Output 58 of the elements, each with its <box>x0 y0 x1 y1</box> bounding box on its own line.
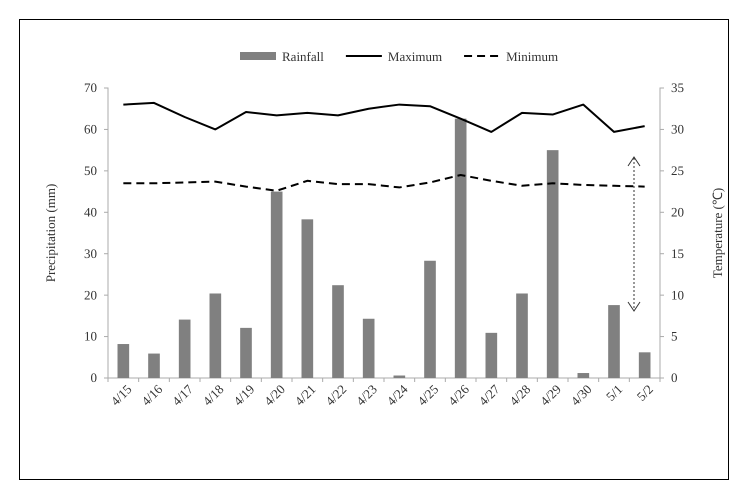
y2-tick-label: 20 <box>671 204 684 220</box>
y2-tick-label: 30 <box>671 122 684 137</box>
line-series <box>122 102 646 133</box>
y-tick-label: 60 <box>84 122 97 137</box>
x-tick-label: 4/20 <box>261 382 288 408</box>
x-tick-label: 4/24 <box>384 381 411 408</box>
y-tick-label: 50 <box>84 163 97 178</box>
y2-tick-label: 10 <box>671 287 684 302</box>
bar <box>546 150 558 378</box>
bar <box>486 332 498 378</box>
legend-label: Minimum <box>506 49 558 64</box>
bar <box>148 354 160 378</box>
y-tick-label: 0 <box>90 370 97 386</box>
y2-tick-label: 25 <box>671 163 684 178</box>
line-series <box>122 174 646 192</box>
x-tick-label: 4/16 <box>138 381 166 408</box>
bar <box>302 219 314 378</box>
x-tick-label: 4/25 <box>414 382 442 408</box>
y2-tick-label: 15 <box>671 246 684 261</box>
x-tick-label: 4/28 <box>506 382 534 408</box>
legend-label: Rainfall <box>282 49 324 64</box>
bar <box>608 305 620 378</box>
x-tick-label: 4/18 <box>200 382 227 408</box>
y2-axis-title: Temperature (℃) <box>710 188 725 278</box>
bar <box>578 373 590 378</box>
y-axis-title: Precipitation (mm) <box>43 184 58 282</box>
bar <box>178 320 190 378</box>
bar <box>454 118 466 378</box>
y-tick-label: 70 <box>84 80 97 96</box>
x-tick-label: 5/2 <box>634 382 656 404</box>
y-tick-label: 10 <box>84 328 97 344</box>
bar <box>210 293 222 378</box>
bar <box>240 328 252 378</box>
x-tick-label: 4/21 <box>292 382 319 408</box>
y-tick-label: 20 <box>84 287 97 302</box>
x-tick-label: 4/27 <box>476 381 503 408</box>
bar <box>270 192 282 378</box>
bar <box>118 344 130 378</box>
x-tick-label: 4/29 <box>537 382 564 408</box>
y-tick-label: 30 <box>84 246 97 261</box>
x-tick-label: 4/22 <box>322 382 350 408</box>
y2-tick-label: 0 <box>671 370 678 386</box>
y-tick-label: 40 <box>84 204 97 220</box>
y2-tick-label: 5 <box>671 328 678 344</box>
bar <box>332 285 344 378</box>
bar <box>424 260 436 378</box>
x-tick-label: 4/23 <box>353 382 380 408</box>
legend-label: Maximum <box>388 49 442 64</box>
x-tick-label: 4/15 <box>108 382 135 408</box>
bar <box>516 293 528 378</box>
x-tick-label: 5/1 <box>602 382 626 404</box>
x-tick-label: 4/30 <box>568 382 595 408</box>
y2-tick-label: 35 <box>671 80 684 96</box>
x-tick-label: 4/19 <box>230 382 258 408</box>
bar <box>362 318 374 378</box>
bar <box>638 352 650 378</box>
x-tick-label: 4/17 <box>169 381 196 408</box>
x-tick-label: 4/26 <box>445 381 472 408</box>
